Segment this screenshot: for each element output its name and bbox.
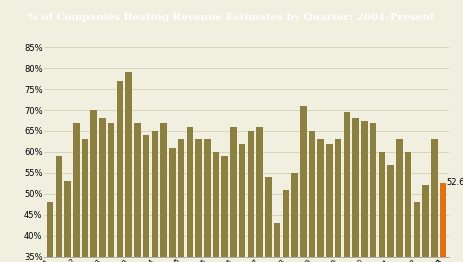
Text: % of Companies Beating Revenue Estimates by Quarter: 2001-Present: % of Companies Beating Revenue Estimates… <box>28 13 435 21</box>
Bar <box>291 173 298 262</box>
Bar <box>326 144 333 262</box>
Bar <box>282 190 289 262</box>
Bar <box>160 123 167 262</box>
Bar <box>335 139 342 262</box>
Bar <box>257 127 263 262</box>
Bar <box>265 177 272 262</box>
Bar <box>431 139 438 262</box>
Bar <box>47 202 53 262</box>
Bar <box>143 135 150 262</box>
Bar <box>134 123 141 262</box>
Bar <box>230 127 237 262</box>
Bar <box>125 72 132 262</box>
Bar <box>318 139 324 262</box>
Bar <box>169 148 175 262</box>
Bar <box>117 81 123 262</box>
Bar <box>213 152 219 262</box>
Text: 52.6%: 52.6% <box>447 178 463 188</box>
Bar <box>440 183 446 262</box>
Bar <box>274 223 281 262</box>
Bar <box>248 131 254 262</box>
Bar <box>108 123 114 262</box>
Bar <box>73 123 80 262</box>
Bar <box>352 118 359 262</box>
Bar <box>388 165 394 262</box>
Bar <box>187 127 193 262</box>
Bar <box>413 202 420 262</box>
Bar <box>361 121 368 262</box>
Bar <box>379 152 385 262</box>
Bar <box>396 139 403 262</box>
Bar <box>370 123 376 262</box>
Bar <box>239 144 245 262</box>
Bar <box>90 110 97 262</box>
Bar <box>99 118 106 262</box>
Bar <box>178 139 184 262</box>
Bar <box>82 139 88 262</box>
Bar <box>309 131 315 262</box>
Bar <box>422 185 429 262</box>
Bar <box>204 139 211 262</box>
Bar <box>344 112 350 262</box>
Bar <box>195 139 202 262</box>
Bar <box>56 156 62 262</box>
Bar <box>151 131 158 262</box>
Bar <box>300 106 307 262</box>
Bar <box>64 181 71 262</box>
Bar <box>221 156 228 262</box>
Bar <box>405 152 411 262</box>
